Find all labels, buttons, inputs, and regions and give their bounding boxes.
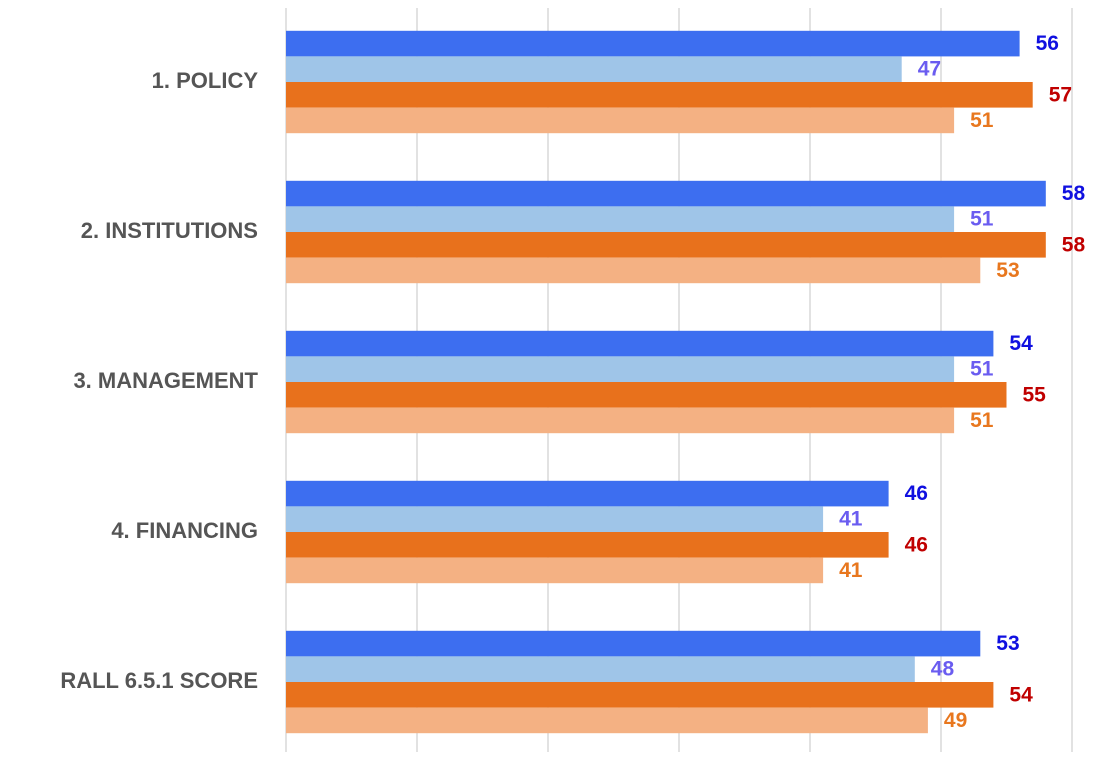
value-label: 53 — [996, 259, 1019, 282]
value-label: 57 — [1049, 83, 1072, 106]
bar — [286, 506, 824, 532]
bar — [286, 656, 915, 682]
bar — [286, 630, 981, 657]
bar — [286, 407, 955, 434]
value-label: 58 — [1062, 182, 1086, 205]
value-label: 46 — [905, 533, 928, 556]
value-label: 47 — [918, 58, 941, 81]
value-label: 51 — [970, 409, 994, 432]
bar — [286, 707, 928, 734]
value-label: 55 — [1023, 383, 1047, 406]
value-label: 56 — [1036, 32, 1059, 55]
category-label: RALL 6.5.1 SCORE — [60, 668, 258, 693]
value-label: 54 — [1009, 332, 1033, 355]
value-label: 49 — [944, 709, 967, 732]
bar — [286, 480, 889, 507]
value-label: 51 — [970, 208, 994, 231]
bar — [286, 82, 1033, 108]
bar — [286, 107, 955, 134]
value-label: 51 — [970, 358, 994, 381]
bar — [286, 56, 902, 82]
value-label: 51 — [970, 109, 994, 132]
bar — [286, 382, 1007, 408]
value-label: 46 — [905, 482, 928, 505]
category-label: 4. FINANCING — [111, 518, 258, 543]
bar — [286, 557, 824, 584]
bar — [286, 682, 994, 708]
value-label: 48 — [931, 658, 955, 681]
bar — [286, 232, 1046, 258]
category-label: 1. POLICY — [152, 68, 259, 93]
bar — [286, 532, 889, 558]
bar — [286, 30, 1020, 57]
bar — [286, 356, 955, 382]
bar — [286, 206, 955, 232]
bar — [286, 180, 1046, 207]
category-label: 3. MANAGEMENT — [73, 368, 258, 393]
value-label: 54 — [1009, 683, 1033, 706]
bar — [286, 257, 981, 284]
bar — [286, 330, 994, 357]
value-label: 41 — [839, 508, 863, 531]
category-label: 2. INSTITUTIONS — [81, 218, 258, 243]
value-label: 53 — [996, 632, 1019, 655]
value-label: 41 — [839, 559, 863, 582]
value-label: 58 — [1062, 233, 1086, 256]
